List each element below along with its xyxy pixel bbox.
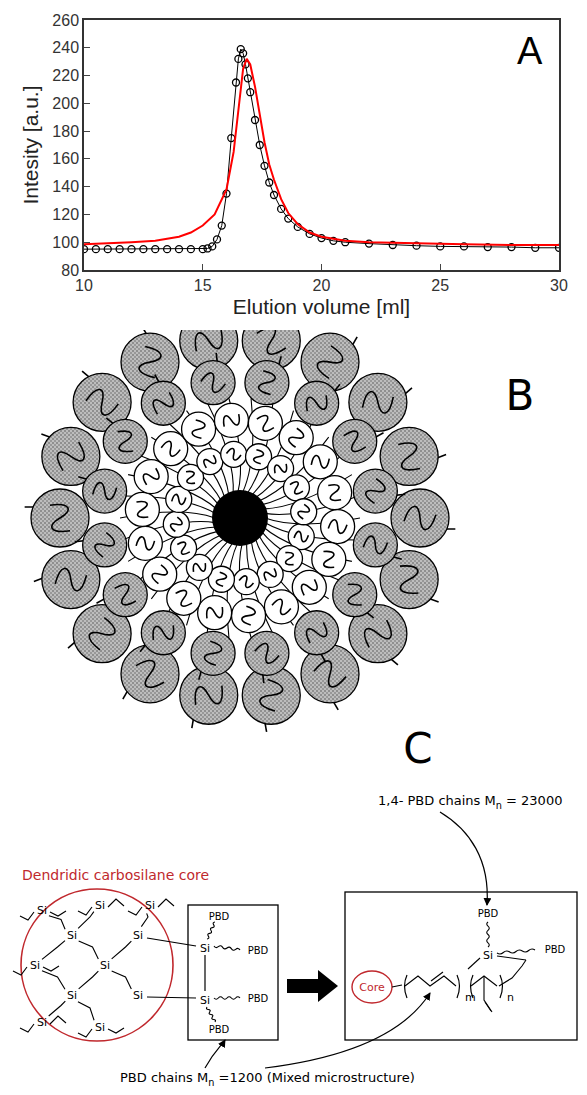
svg-text:Si: Si xyxy=(200,942,210,955)
svg-text:180: 180 xyxy=(52,123,79,140)
svg-text:PBD chains Mn =1200 (Mixed mic: PBD chains Mn =1200 (Mixed microstructur… xyxy=(120,1070,415,1088)
svg-text:Si: Si xyxy=(67,929,77,942)
svg-text:30: 30 xyxy=(550,277,568,294)
svg-text:Intesity [a.u.]: Intesity [a.u.] xyxy=(19,85,42,204)
svg-text:Si: Si xyxy=(200,994,210,1007)
svg-text:100: 100 xyxy=(52,234,79,251)
svg-text:Si: Si xyxy=(95,899,105,912)
svg-text:Si: Si xyxy=(37,904,47,917)
svg-text:PBD: PBD xyxy=(209,1024,230,1035)
svg-text:A: A xyxy=(517,30,543,72)
svg-text:260: 260 xyxy=(52,12,79,29)
svg-text:20: 20 xyxy=(313,277,331,294)
svg-text:Elution volume [ml]: Elution volume [ml] xyxy=(233,295,410,318)
svg-text:200: 200 xyxy=(52,95,79,112)
svg-text:15: 15 xyxy=(194,277,212,294)
svg-text:80: 80 xyxy=(61,262,79,279)
svg-text:1,4- PBD chains Mn = 23000: 1,4- PBD chains Mn = 23000 xyxy=(378,793,562,811)
svg-text:220: 220 xyxy=(52,67,79,84)
svg-text:n: n xyxy=(507,991,514,1004)
svg-text:Si: Si xyxy=(37,1016,47,1029)
svg-text:PBD: PBD xyxy=(209,911,230,922)
svg-text:160: 160 xyxy=(52,150,79,167)
svg-text:C: C xyxy=(403,724,432,773)
svg-text:140: 140 xyxy=(52,178,79,195)
svg-text:PBD: PBD xyxy=(478,908,499,919)
svg-text:Si: Si xyxy=(133,989,143,1002)
svg-text:Si: Si xyxy=(100,959,110,972)
svg-text:m: m xyxy=(465,991,476,1004)
svg-text:Si: Si xyxy=(95,1021,105,1034)
svg-text:Si: Si xyxy=(483,949,493,962)
svg-text:PBD: PBD xyxy=(248,945,269,956)
svg-text:Si: Si xyxy=(145,899,155,912)
svg-text:10: 10 xyxy=(75,277,93,294)
svg-text:B: B xyxy=(506,371,535,420)
svg-text:PBD: PBD xyxy=(545,944,566,955)
svg-text:120: 120 xyxy=(52,206,79,223)
svg-text:Dendridic carbosilane core: Dendridic carbosilane core xyxy=(22,867,209,883)
svg-text:Si: Si xyxy=(30,959,40,972)
svg-text:25: 25 xyxy=(431,277,449,294)
svg-text:Core: Core xyxy=(359,981,385,994)
svg-text:Si: Si xyxy=(133,929,143,942)
svg-text:Si: Si xyxy=(67,989,77,1002)
svg-text:240: 240 xyxy=(52,39,79,56)
svg-text:PBD: PBD xyxy=(248,993,269,1004)
